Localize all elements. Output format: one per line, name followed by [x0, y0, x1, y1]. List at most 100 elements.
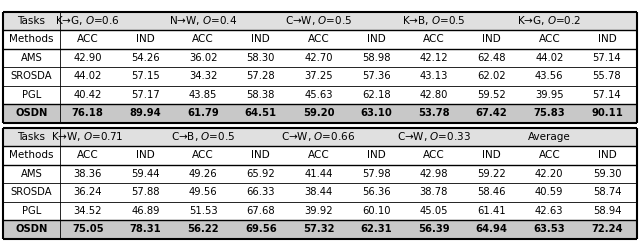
Text: 40.42: 40.42 [74, 90, 102, 100]
Text: IND: IND [482, 34, 501, 44]
Text: 76.18: 76.18 [72, 108, 104, 118]
Text: IND: IND [367, 34, 385, 44]
Text: ACC: ACC [423, 150, 445, 160]
Text: 75.05: 75.05 [72, 224, 104, 234]
Text: 56.22: 56.22 [188, 224, 219, 234]
Text: 75.83: 75.83 [534, 108, 565, 118]
Text: PGL: PGL [22, 206, 41, 216]
Text: 42.70: 42.70 [304, 53, 333, 63]
Text: ACC: ACC [308, 34, 330, 44]
Text: 67.68: 67.68 [246, 206, 275, 216]
Text: 40.59: 40.59 [535, 187, 564, 197]
Bar [3, 164, 637, 183]
Text: 69.56: 69.56 [245, 224, 276, 234]
Text: K→G, $\it{O}$=0.2: K→G, $\it{O}$=0.2 [517, 14, 581, 27]
Text: 57.98: 57.98 [362, 169, 390, 179]
Text: AMS: AMS [20, 53, 42, 63]
Text: 59.52: 59.52 [477, 90, 506, 100]
Text: 45.63: 45.63 [304, 90, 333, 100]
Bar [3, 48, 637, 67]
Text: 43.13: 43.13 [420, 71, 448, 81]
Text: SROSDA: SROSDA [11, 71, 52, 81]
Text: 34.32: 34.32 [189, 71, 218, 81]
Text: 38.36: 38.36 [74, 169, 102, 179]
Bar [3, 67, 637, 86]
Text: 67.42: 67.42 [476, 108, 508, 118]
Text: IND: IND [598, 150, 616, 160]
Text: 57.88: 57.88 [131, 187, 160, 197]
Bar [3, 202, 637, 220]
Bar [3, 104, 637, 122]
Text: 46.89: 46.89 [131, 206, 160, 216]
Text: AMS: AMS [20, 169, 42, 179]
Text: SROSDA: SROSDA [11, 187, 52, 197]
Text: 53.78: 53.78 [418, 108, 450, 118]
Text: K→B, $\it{O}$=0.5: K→B, $\it{O}$=0.5 [402, 14, 466, 27]
Text: 66.33: 66.33 [246, 187, 275, 197]
Text: 62.48: 62.48 [477, 53, 506, 63]
Text: 89.94: 89.94 [129, 108, 161, 118]
Text: 42.80: 42.80 [420, 90, 448, 100]
Text: 57.17: 57.17 [131, 90, 160, 100]
Text: IND: IND [598, 34, 616, 44]
Text: 57.14: 57.14 [593, 53, 621, 63]
Text: IND: IND [252, 150, 270, 160]
Text: 38.44: 38.44 [305, 187, 333, 197]
Text: 51.53: 51.53 [189, 206, 218, 216]
Text: ACC: ACC [192, 34, 214, 44]
Text: 59.20: 59.20 [303, 108, 334, 118]
Text: ACC: ACC [538, 150, 560, 160]
Text: 62.18: 62.18 [362, 90, 390, 100]
Text: 42.20: 42.20 [535, 169, 564, 179]
Text: 36.24: 36.24 [74, 187, 102, 197]
Text: 57.28: 57.28 [246, 71, 275, 81]
Text: 58.98: 58.98 [362, 53, 390, 63]
Text: Methods: Methods [9, 150, 54, 160]
Text: C→W, $\it{O}$=0.33: C→W, $\it{O}$=0.33 [397, 130, 471, 143]
Text: 56.36: 56.36 [362, 187, 390, 197]
Text: C→W, $\it{O}$=0.66: C→W, $\it{O}$=0.66 [282, 130, 356, 143]
Text: ACC: ACC [192, 150, 214, 160]
Text: 78.31: 78.31 [129, 224, 161, 234]
Text: 64.51: 64.51 [244, 108, 277, 118]
Text: 45.05: 45.05 [420, 206, 448, 216]
Text: 65.92: 65.92 [246, 169, 275, 179]
Text: 44.02: 44.02 [535, 53, 563, 63]
Text: 59.22: 59.22 [477, 169, 506, 179]
Text: 39.95: 39.95 [535, 90, 564, 100]
Text: OSDN: OSDN [15, 108, 48, 118]
Text: 43.56: 43.56 [535, 71, 564, 81]
Text: ACC: ACC [308, 150, 330, 160]
Text: C→W, $\it{O}$=0.5: C→W, $\it{O}$=0.5 [285, 14, 352, 27]
Bar [3, 183, 637, 202]
Text: 58.30: 58.30 [246, 53, 275, 63]
Text: 58.74: 58.74 [593, 187, 621, 197]
Bar [3, 12, 637, 30]
Text: 42.98: 42.98 [420, 169, 448, 179]
Bar [3, 128, 637, 146]
Text: 34.52: 34.52 [74, 206, 102, 216]
Text: 57.14: 57.14 [593, 90, 621, 100]
Text: N→W, $\it{O}$=0.4: N→W, $\it{O}$=0.4 [169, 14, 237, 27]
Text: 44.02: 44.02 [74, 71, 102, 81]
Text: 57.36: 57.36 [362, 71, 390, 81]
Text: 42.63: 42.63 [535, 206, 564, 216]
Text: Tasks: Tasks [17, 132, 45, 142]
Text: ACC: ACC [77, 150, 99, 160]
Bar [3, 30, 637, 48]
Text: 62.31: 62.31 [360, 224, 392, 234]
Text: ACC: ACC [77, 34, 99, 44]
Text: 55.78: 55.78 [593, 71, 621, 81]
Text: 63.10: 63.10 [360, 108, 392, 118]
Text: C→B, $\it{O}$=0.5: C→B, $\it{O}$=0.5 [171, 130, 236, 143]
Text: 72.24: 72.24 [591, 224, 623, 234]
Bar [3, 86, 637, 104]
Text: 39.92: 39.92 [304, 206, 333, 216]
Text: 42.90: 42.90 [74, 53, 102, 63]
Text: 58.46: 58.46 [477, 187, 506, 197]
Text: 43.85: 43.85 [189, 90, 218, 100]
Text: 41.44: 41.44 [305, 169, 333, 179]
Text: 57.15: 57.15 [131, 71, 160, 81]
Text: K→W, $\it{O}$=0.71: K→W, $\it{O}$=0.71 [51, 130, 124, 143]
Text: 38.78: 38.78 [420, 187, 448, 197]
